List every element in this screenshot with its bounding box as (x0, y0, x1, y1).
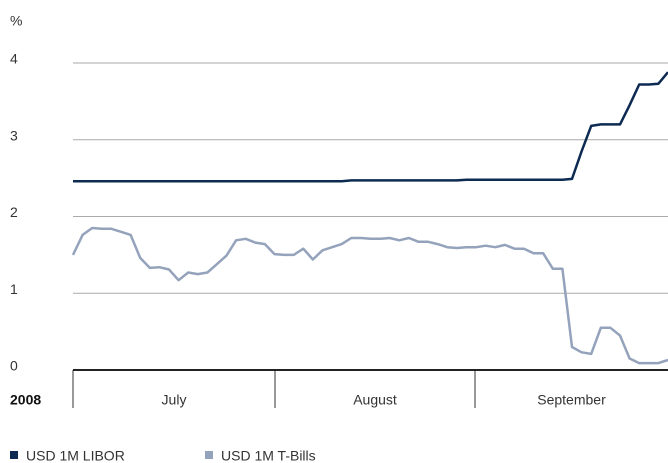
y-tick-label: 0 (10, 358, 18, 374)
x-tick-label: August (353, 392, 397, 408)
y-tick-label: 1 (10, 281, 18, 297)
unit-label: % (10, 13, 22, 29)
legend-swatch (10, 451, 18, 459)
x-tick-label: September (537, 392, 606, 408)
legend-label: USD 1M T-Bills (221, 448, 316, 463)
y-tick-label: 3 (10, 127, 18, 143)
y-tick-label: 2 (10, 204, 18, 220)
x-tick-label: July (162, 392, 187, 408)
legend-label: USD 1M LIBOR (26, 448, 125, 463)
y-tick-label: 4 (10, 51, 18, 67)
line-series (71, 226, 668, 365)
year-label: 2008 (10, 392, 41, 408)
line-series (73, 71, 668, 183)
legend-swatch (205, 451, 213, 459)
